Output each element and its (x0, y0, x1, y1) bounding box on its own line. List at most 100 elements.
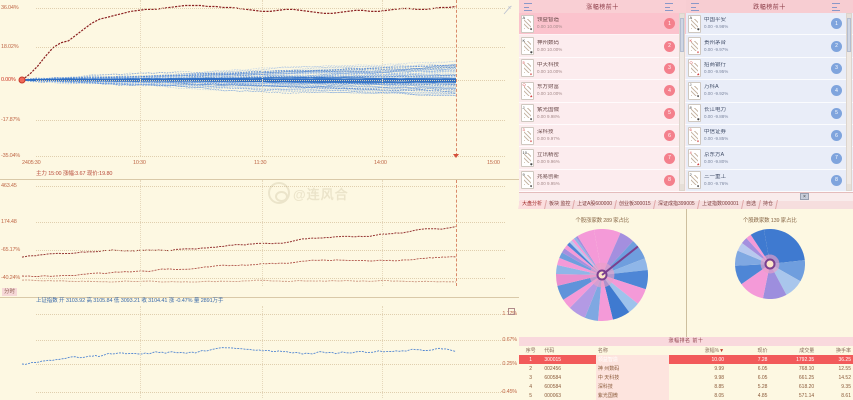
sort-descending-icon[interactable] (665, 3, 673, 11)
rank-list-item[interactable]: 9 ♠ 兆易创新 0.00 9.95% 8 (519, 169, 686, 192)
rank-number-badge: 3 (664, 62, 675, 74)
table-column-header[interactable]: 序号 (519, 346, 543, 355)
gridline (36, 80, 505, 81)
rank-list-item[interactable]: A ♣ 中国平安 0.00 -9.98% 1 (686, 13, 853, 36)
gridline (382, 306, 383, 398)
sort-descending-icon[interactable] (832, 3, 840, 11)
tab-item[interactable]: 大盘分析 (518, 200, 547, 209)
gridline (36, 364, 505, 365)
rank-item-text: 招商银行 0.00 -9.95% (701, 62, 831, 75)
y-axis-tick-right: 0.25% (502, 361, 517, 367)
table-cell: 14.52 (838, 374, 851, 381)
scroll-down-arrow-icon[interactable] (680, 184, 684, 190)
table-cell: 000063 (544, 392, 562, 399)
ranking-table-zone[interactable]: 涨幅排名 前十 序号 代码 名称 涨幅%▼ 现价 成交量 换手率 1 300015 领益智造 10… (519, 337, 853, 400)
tab-item[interactable]: 上证A股600000 (573, 200, 618, 209)
table-column-header[interactable]: 换手率 (816, 346, 853, 355)
rank-list-item[interactable]: K ♦ 贵州茅台 0.00 -9.97% 2 (686, 35, 853, 58)
table-header-row[interactable]: 序号 代码 名称 涨幅%▼ 现价 成交量 换手率 (519, 346, 853, 355)
table-row[interactable]: 5 000063 紫光国微 8.05 4.85 571.14 8.61 (519, 391, 853, 400)
rank-list-item[interactable]: J ♠ 紫光国微 0.00 9.98% 5 (519, 102, 686, 125)
table-column-header-label: 现价 (757, 348, 768, 354)
table-cell: 8.61 (841, 392, 851, 399)
rank-list-scrollbar[interactable] (846, 13, 852, 191)
rank-number-badge: 8 (831, 174, 842, 186)
table-row[interactable]: 4 600584 深科技 8.85 5.28 618.20 9.35 (519, 382, 853, 391)
card-suit-icon: ♦ (530, 71, 533, 77)
rank-list-item[interactable]: 4 ♥ 京东方A 0.00 -9.80% 7 (686, 147, 853, 170)
table-cell: 中 天科技 (595, 373, 670, 382)
tab-label: 自选 (745, 201, 756, 207)
rank-item-name: 立讯精密 (537, 151, 560, 158)
rank-list-item[interactable]: K ♣ 神州数码 0.00 10.00% 2 (519, 35, 686, 58)
scrollbar-thumb[interactable] (847, 18, 851, 52)
table-row[interactable]: 1 300015 领益智造 10.00 7.28 1792.35 36.25 (519, 355, 853, 364)
tab-item[interactable]: 创业板300015 (615, 200, 657, 209)
scrollbar-thumb[interactable] (680, 18, 684, 52)
table-column-header[interactable]: 涨幅%▼ (669, 346, 727, 355)
table-body[interactable]: 1 300015 领益智造 10.00 7.28 1792.35 36.25 2 002456 神… (519, 355, 853, 400)
card-rank-label: A (689, 15, 693, 21)
scroll-up-arrow-icon[interactable] (680, 14, 684, 20)
table-column-header[interactable]: 现价 (726, 346, 770, 355)
rank-list-item[interactable]: 3 ♦ 深科技 0.00 9.97% 6 (519, 124, 686, 148)
mid-chart-panel[interactable]: 463.45 174.48 -65.17% -40.24% (0, 180, 519, 288)
card-face-art (691, 175, 698, 186)
scroll-down-arrow-icon[interactable] (847, 184, 851, 190)
table-column-header[interactable]: 名称 (595, 346, 670, 355)
tab-item[interactable]: 自选 (741, 200, 761, 209)
table-cell: 618.20 (798, 383, 815, 390)
tab-item[interactable]: 上证指数000001 (697, 200, 744, 209)
pie-chart-graphic[interactable] (734, 228, 805, 300)
table-cell: 8.85 (714, 383, 725, 390)
table-row[interactable]: 2 002456 神 州数码 9.99 6.05 768.10 12.55 (519, 364, 853, 373)
card-face-art (691, 108, 698, 119)
tab-item[interactable]: 板块 监控 (545, 200, 576, 209)
rank-item-sub: 0.00 -9.95% (704, 68, 729, 74)
maximize-icon[interactable] (508, 308, 515, 315)
sort-ascending-icon[interactable] (524, 3, 532, 11)
playing-card-thumbnail: 3 ♦ (521, 126, 534, 145)
tab-bar[interactable]: × 大盘分析 板块 监控 上证A股600000 创业板300015 深证成指399005… (518, 192, 853, 209)
sort-ascending-icon[interactable] (691, 3, 699, 11)
rank-item-sub: 0.00 -9.97% (704, 46, 729, 52)
close-tab-button[interactable]: × (800, 193, 809, 200)
table-row[interactable]: 3 600584 中 天科技 9.98 6.05 661.25 14.52 (519, 373, 853, 382)
tab-label: 上证A股600000 (577, 201, 613, 207)
rank-item-text: 三一重工 0.00 -9.76% (701, 174, 831, 187)
ranking-table[interactable]: 序号 代码 名称 涨幅%▼ 现价 成交量 换手率 1 300015 领益智造 10.00 7.28 1… (519, 346, 853, 400)
bottom-chart-panel[interactable]: 1.17% 0.67% 0.25% -0.45% (0, 306, 519, 400)
rank-item-name: 三一重工 (704, 173, 727, 180)
rank-item-sub: 0.00 9.96% (537, 158, 560, 164)
rank-list-item[interactable]: 6 ♦ 中信证券 0.00 -9.85% 6 (686, 124, 853, 148)
rank-list-item[interactable]: Q ♥ 东方财富 0.00 10.00% 4 (519, 80, 686, 103)
rank-list-scrollbar[interactable] (679, 13, 685, 191)
rank-number-badge: 7 (831, 152, 842, 164)
mid-panel-tag[interactable]: 分时 (2, 288, 18, 296)
rank-list-item[interactable]: Q ♥ 招商银行 0.00 -9.95% 3 (686, 57, 853, 81)
gridline (36, 250, 505, 251)
card-face-art (691, 130, 698, 141)
gridline (36, 314, 505, 315)
scroll-up-arrow-icon[interactable] (847, 14, 851, 20)
rank-list-item[interactable]: 2 ♠ 三一重工 0.00 -9.76% 8 (686, 169, 853, 192)
pie-chart-graphic[interactable] (556, 229, 649, 321)
rank-list-item[interactable]: J ♠ 万科A 0.00 -9.92% 4 (686, 80, 853, 103)
rank-list-title: 涨幅榜前十 (586, 5, 619, 11)
rank-list-item[interactable]: A ♠ 领益智造 0.00 10.00% 1 (519, 13, 686, 36)
sort-descending-caret-icon[interactable]: ▼ (719, 348, 725, 354)
rank-list-item[interactable]: 8 ♣ 长江电力 0.00 -9.88% 5 (686, 102, 853, 125)
rank-number-badge: 8 (664, 174, 675, 186)
crosshair-tool-icon[interactable] (503, 5, 513, 15)
playing-card-thumbnail: 5 ♦ (521, 59, 534, 78)
card-face-art (691, 63, 698, 74)
table-column-header[interactable]: 代码 (542, 346, 596, 355)
tab-item[interactable]: 持仓 (758, 200, 778, 209)
tab-item[interactable]: 深证成指399005 (654, 200, 700, 209)
rank-list-item[interactable]: 10 ♣ 立讯精密 0.00 9.96% 7 (519, 147, 686, 170)
card-suit-icon: ♠ (697, 183, 700, 189)
rank-number-badge: 2 (831, 40, 842, 52)
rank-list-item[interactable]: 5 ♦ 中天科技 0.00 10.00% 3 (519, 57, 686, 81)
table-column-header[interactable]: 成交量 (769, 346, 817, 355)
main-chart-panel[interactable]: 36.04% 18.02% 0.00% -17.87% -35.04% 2405… (0, 0, 519, 170)
